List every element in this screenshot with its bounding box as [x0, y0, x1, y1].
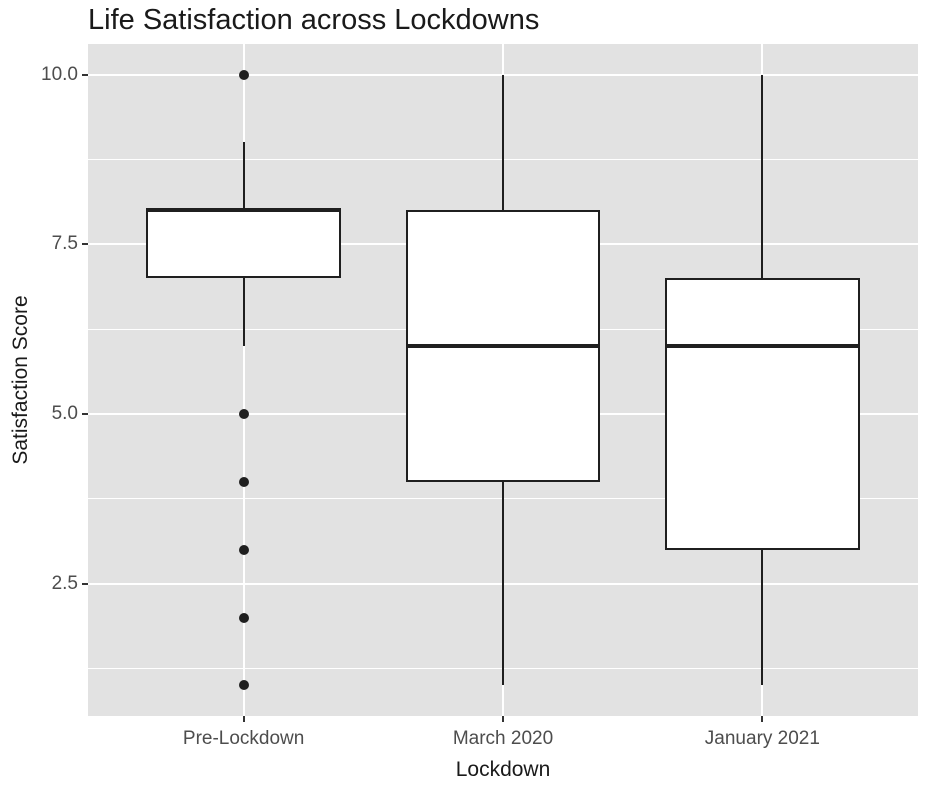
y-tick-label: 2.5	[51, 572, 78, 594]
category-gridline	[242, 44, 245, 716]
median-line	[405, 344, 601, 349]
y-tick-mark	[82, 243, 88, 246]
y-tick-mark	[82, 73, 88, 76]
y-tick-mark	[82, 412, 88, 415]
x-tick-mark	[761, 716, 764, 722]
x-axis-title: Lockdown	[455, 758, 551, 781]
median-line	[665, 344, 860, 349]
outlier-dot	[238, 69, 249, 80]
box-iqr	[146, 210, 341, 279]
outlier-dot	[238, 408, 249, 419]
chart-title: Life Satisfaction across Lockdowns	[88, 4, 540, 36]
outlier-dot	[238, 612, 249, 623]
y-tick-label: 7.5	[51, 233, 78, 255]
x-tick-mark	[242, 716, 245, 722]
outlier-dot	[238, 476, 249, 487]
lower-whisker	[502, 481, 504, 686]
upper-whisker	[761, 74, 764, 279]
y-tick-mark	[82, 582, 88, 585]
outlier-dot	[238, 544, 249, 555]
y-axis-title: Satisfaction Score	[9, 295, 32, 465]
y-tick-label: 10.0	[41, 63, 78, 85]
upper-whisker	[242, 142, 245, 211]
y-tick-label: 5.0	[51, 402, 78, 424]
lower-whisker	[761, 549, 764, 686]
outlier-dot	[238, 680, 249, 691]
box-iqr	[665, 278, 860, 550]
x-tick-label: Pre-Lockdown	[182, 728, 305, 749]
plot-panel	[88, 44, 918, 716]
median-line	[146, 208, 341, 213]
x-tick-label: March 2020	[452, 728, 554, 749]
x-tick-mark	[502, 716, 504, 722]
upper-whisker	[502, 74, 504, 211]
x-tick-label: January 2021	[704, 728, 820, 749]
lower-whisker	[242, 278, 245, 347]
